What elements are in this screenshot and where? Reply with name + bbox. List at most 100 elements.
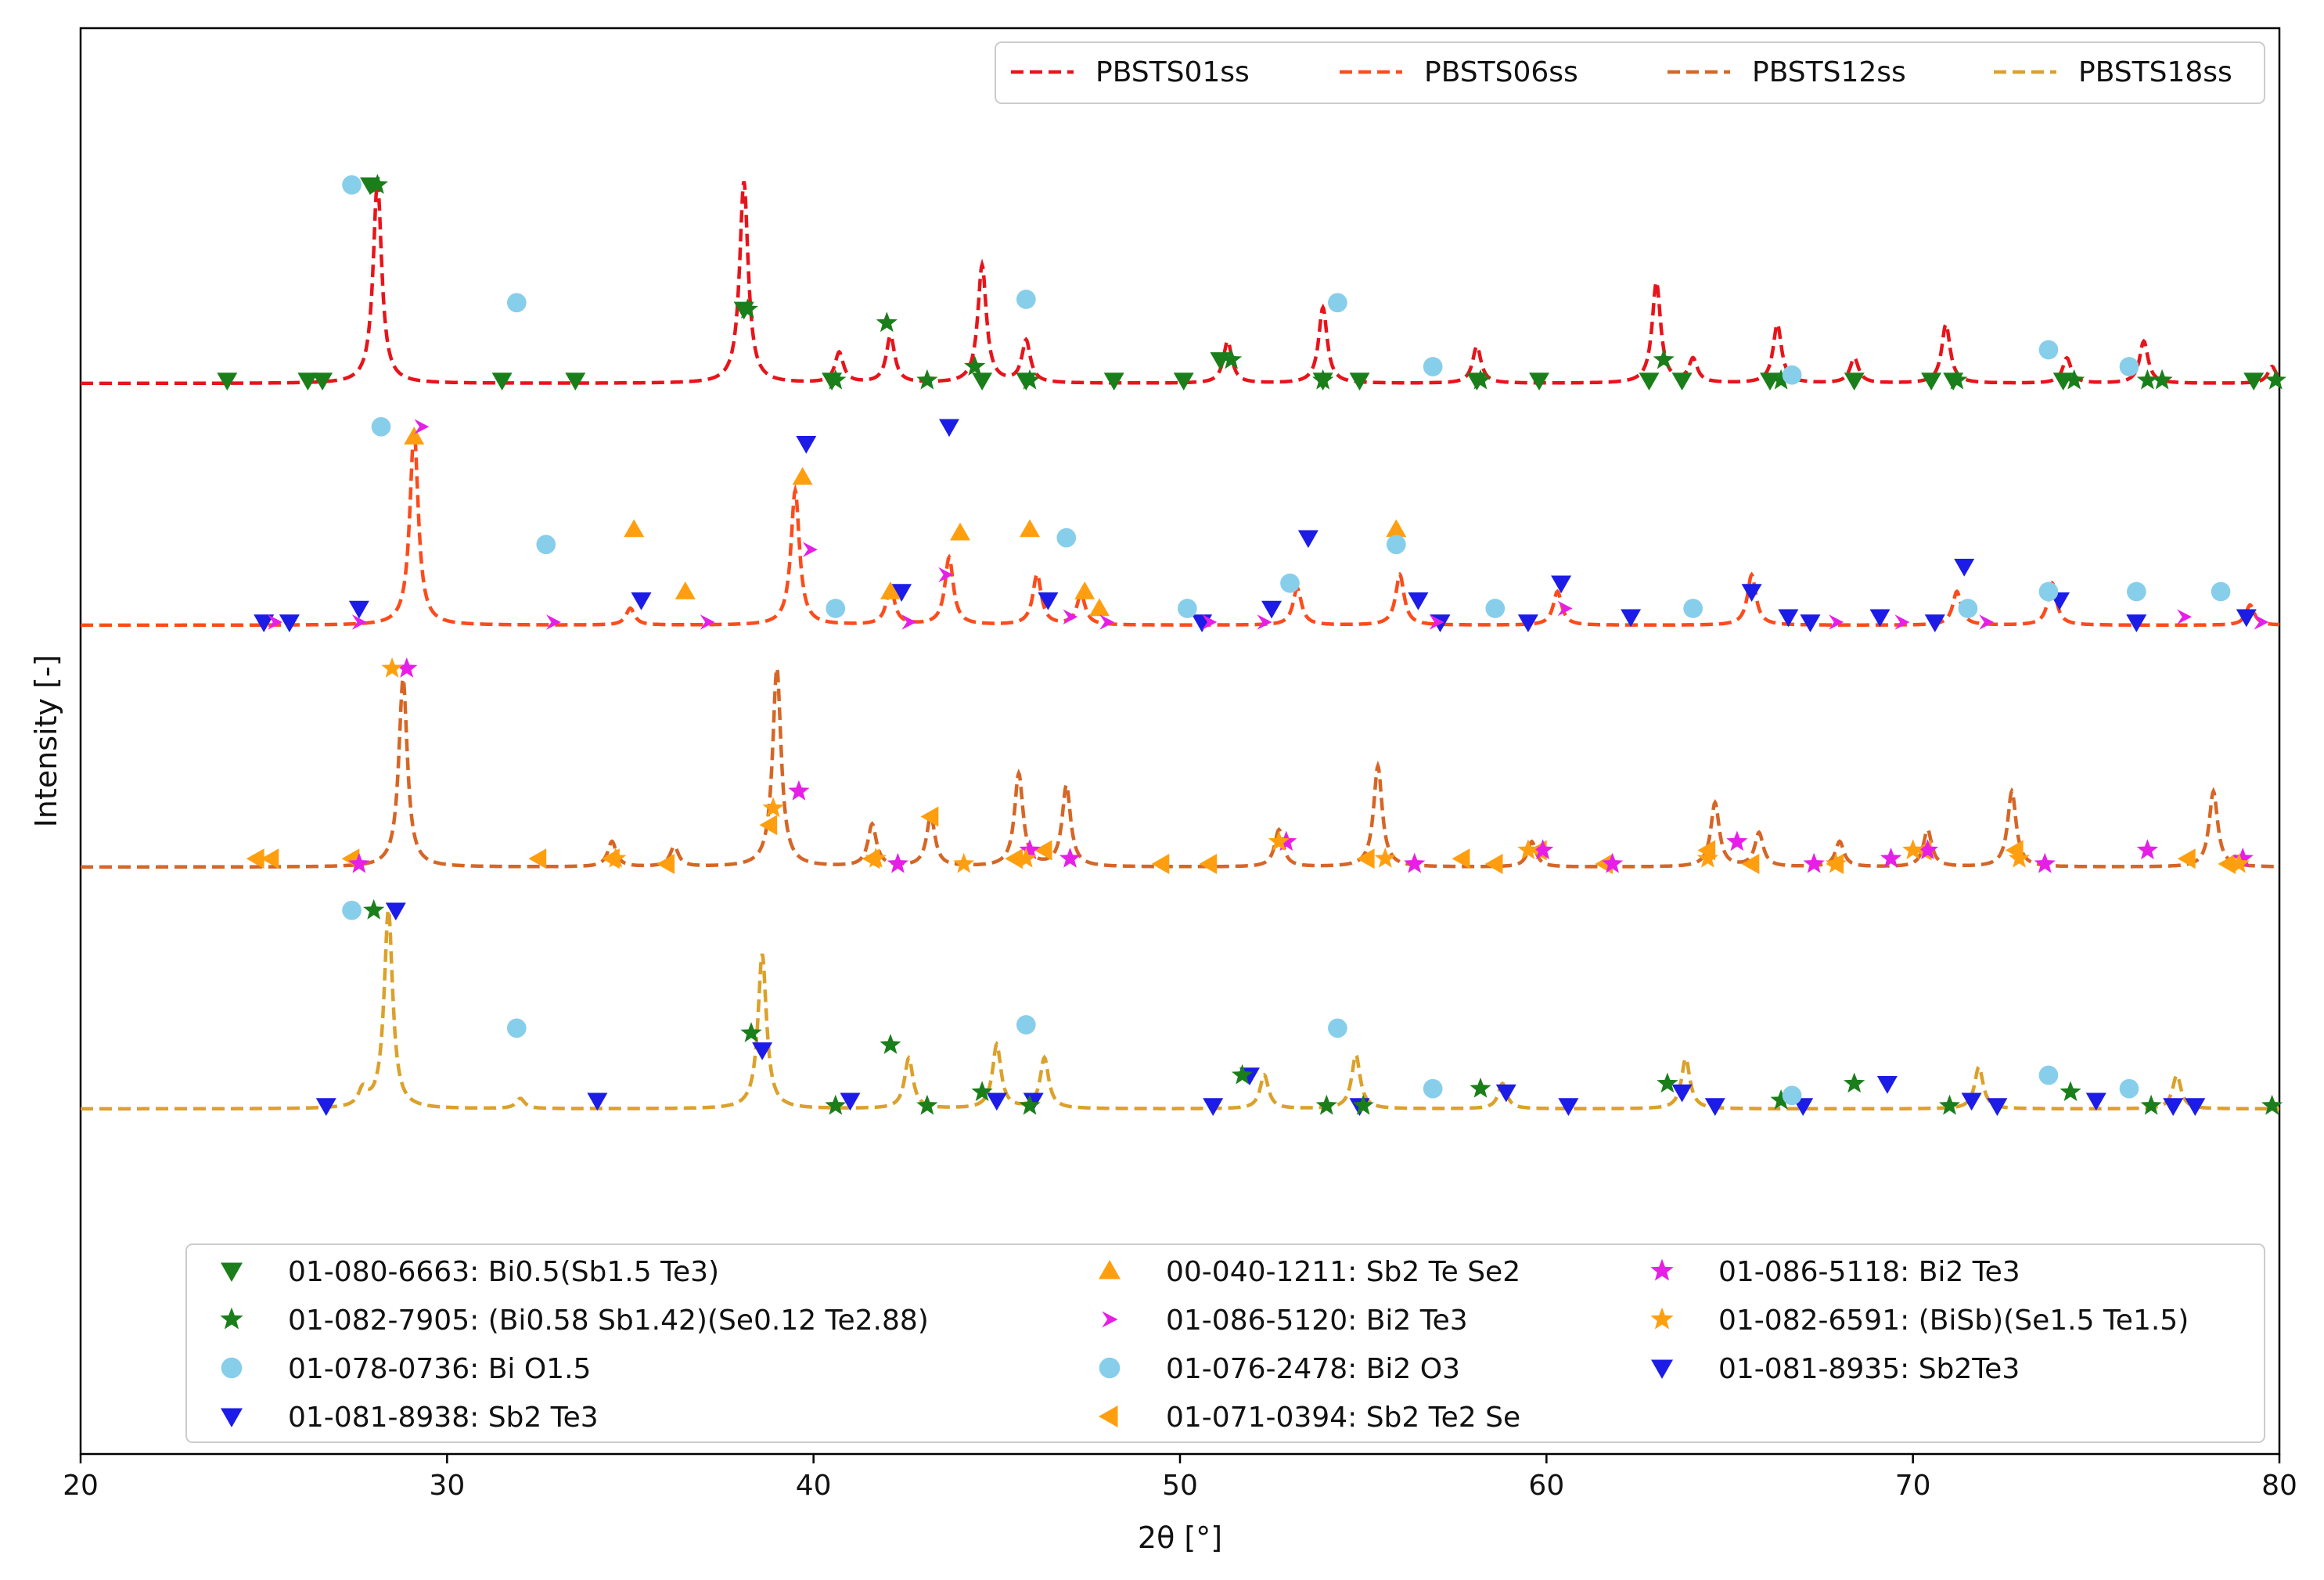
ref-marker	[939, 419, 959, 437]
legend-reference-marker	[1102, 1311, 1118, 1328]
ref-marker	[2218, 854, 2236, 874]
x-axis-label: 2θ [°]	[1138, 1521, 1222, 1555]
ref-marker	[1019, 839, 1041, 860]
ref-marker	[1741, 584, 1762, 602]
ref-marker	[1089, 598, 1110, 617]
ref-marker	[1876, 1076, 1898, 1094]
legend-reference-label: 01-071-0394: Sb2 Te2 Se	[1166, 1402, 1520, 1434]
ref-marker	[1938, 1094, 1961, 1115]
ref-marker	[254, 614, 275, 632]
ref-marker	[1257, 614, 1272, 630]
legend-series-label: PBSTS06ss	[1424, 56, 1578, 88]
ref-marker	[1602, 852, 1624, 873]
ref-marker	[752, 1042, 773, 1060]
ref-marker	[1558, 1098, 1579, 1116]
ref-marker	[297, 373, 318, 391]
ref-marker	[1529, 373, 1549, 391]
ref-marker	[2038, 581, 2059, 602]
ref-marker	[1639, 373, 1660, 391]
ref-marker	[825, 369, 847, 390]
ref-marker	[2151, 369, 2173, 390]
ref-marker	[1452, 848, 1470, 869]
ref-marker	[740, 1022, 762, 1042]
legend-reference-marker	[1650, 1307, 1674, 1330]
ref-marker	[2038, 1065, 2059, 1085]
ref-marker	[700, 614, 715, 630]
legend-reference-marker	[1650, 1258, 1674, 1281]
ref-marker	[986, 1092, 1007, 1111]
x-tick-label: 30	[429, 1470, 465, 1502]
ref-marker	[1429, 614, 1444, 630]
ref-marker	[348, 852, 370, 873]
ref-marker	[2119, 1078, 2139, 1099]
ref-marker	[2140, 1094, 2162, 1115]
x-tick-label: 50	[1162, 1470, 1198, 1502]
legend-reference-label: 01-080-6663: Bi0.5(Sb1.5 Te3)	[288, 1256, 719, 1288]
ref-marker	[1019, 369, 1041, 390]
ref-marker	[2034, 852, 2056, 873]
ref-marker	[2038, 340, 2059, 360]
ref-marker	[2136, 839, 2158, 860]
ref-marker	[1038, 592, 1059, 610]
ref-marker	[901, 614, 917, 630]
ref-marker	[971, 1081, 993, 1102]
ref-marker	[1312, 369, 1334, 390]
ref-marker	[1696, 848, 1718, 868]
legend-reference-marker	[1099, 1405, 1118, 1427]
series-line-PBSTS18ss	[81, 909, 2279, 1111]
legend-reference-marker	[221, 1357, 243, 1379]
legend-reference-label: 01-086-5118: Bi2 Te3	[1718, 1256, 2020, 1288]
ref-marker	[546, 614, 561, 630]
ref-marker	[2265, 369, 2286, 390]
legend-reference-label: 01-081-8938: Sb2 Te3	[288, 1402, 599, 1434]
x-tick-label: 80	[2261, 1470, 2297, 1502]
ref-marker	[1778, 609, 1799, 628]
legend-reference-label: 01-081-8935: Sb2Te3	[1718, 1353, 2020, 1385]
ref-marker	[1173, 373, 1194, 391]
ref-marker	[880, 581, 901, 599]
ref-marker	[1704, 1098, 1725, 1116]
ref-marker	[796, 436, 817, 454]
ref-marker	[1221, 348, 1243, 369]
ref-marker	[762, 797, 784, 818]
x-tick-label: 60	[1528, 1470, 1564, 1502]
ref-marker	[2232, 848, 2254, 868]
ref-marker	[1404, 852, 1426, 873]
ref-marker	[279, 614, 300, 632]
legend-reference-marker	[220, 1307, 243, 1330]
ref-marker	[1741, 854, 1760, 874]
ref-marker	[1517, 614, 1538, 632]
ref-marker	[366, 174, 388, 194]
ref-marker	[1386, 534, 1406, 555]
x-tick-label: 40	[796, 1470, 832, 1502]
ref-marker	[2126, 614, 2147, 632]
ref-marker	[1016, 1015, 1036, 1035]
ref-marker	[1621, 609, 1642, 628]
ref-marker	[1470, 1077, 1491, 1098]
ref-marker	[2008, 848, 2031, 868]
ref-marker	[792, 466, 813, 485]
x-tick-label: 70	[1895, 1470, 1931, 1502]
ref-marker	[404, 426, 425, 444]
ref-marker	[1916, 839, 1938, 860]
ref-marker	[1869, 609, 1890, 628]
ref-marker	[1532, 839, 1554, 860]
ref-marker	[1671, 1084, 1693, 1103]
legend-reference-label: 01-086-5120: Bi2 Te3	[1166, 1305, 1468, 1337]
ref-marker	[1517, 839, 1539, 860]
ref-marker	[840, 1092, 861, 1111]
ref-marker	[736, 298, 758, 319]
ref-marker	[351, 614, 367, 630]
ref-marker	[348, 600, 369, 619]
ref-marker	[565, 373, 586, 391]
ref-marker	[825, 1094, 847, 1115]
ref-marker	[1349, 373, 1370, 391]
reference-markers	[217, 174, 2286, 1116]
ref-marker	[1803, 852, 1825, 873]
ref-marker	[1484, 854, 1503, 874]
ref-marker	[396, 657, 418, 678]
ref-marker	[891, 584, 912, 602]
ref-marker	[1023, 1092, 1044, 1111]
ref-marker	[1019, 1094, 1041, 1115]
ref-marker	[2136, 369, 2158, 390]
